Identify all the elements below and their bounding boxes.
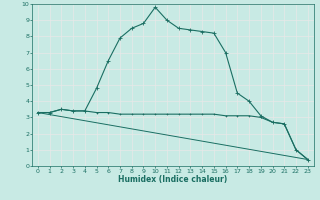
X-axis label: Humidex (Indice chaleur): Humidex (Indice chaleur) [118,175,228,184]
